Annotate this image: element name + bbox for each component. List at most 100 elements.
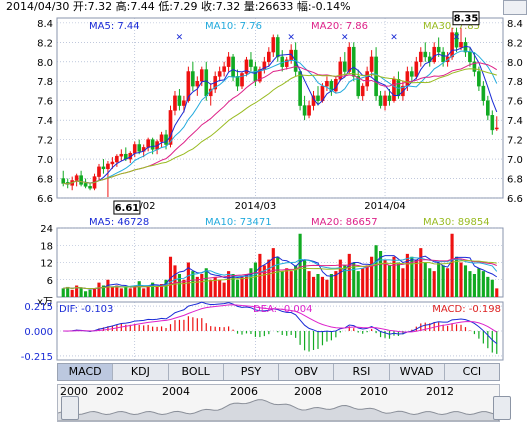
candle-body: [97, 166, 101, 177]
volume-y-tick-label: 6: [47, 276, 53, 287]
volume-bar: [356, 271, 360, 297]
candle-body: [106, 163, 110, 170]
candle-body: [316, 95, 320, 101]
volume-bar: [151, 282, 155, 297]
tab-psy[interactable]: PSY: [224, 364, 279, 380]
volume-bar: [209, 279, 213, 297]
volume-bar: [387, 265, 392, 297]
volume-bar: [285, 268, 289, 297]
navigator-year-label: 2012: [426, 385, 454, 398]
candle-body: [432, 46, 437, 63]
candle-body: [450, 32, 454, 58]
volume-bar: [200, 274, 204, 297]
candle-body: [177, 95, 182, 106]
volume-bar: [392, 256, 396, 297]
y-tick-label-right: 7.8: [507, 77, 523, 88]
volume-bar: [79, 288, 83, 297]
event-marker-icon: ✕: [176, 33, 184, 43]
x-tick-label: 2014/03: [235, 201, 277, 212]
y-tick-label-right: 6.6: [507, 194, 523, 205]
volume-bar: [410, 256, 414, 297]
volume-y-tick-label: 24: [40, 224, 53, 235]
candle-body: [88, 186, 92, 189]
volume-bar: [289, 271, 293, 297]
price-annotation-label: 6.61: [115, 203, 140, 214]
price-ma5-label: MA5: 7.44: [89, 21, 140, 32]
price-annotation-box: [452, 11, 480, 26]
price-ma10-label: MA10: 7.76: [205, 21, 262, 32]
tab-obv[interactable]: OBV: [279, 364, 335, 380]
candle-body: [356, 76, 361, 97]
volume-bar: [84, 291, 88, 297]
candle-body: [436, 46, 441, 53]
volume-bar: [280, 271, 284, 297]
volume-bar: [468, 271, 472, 297]
candle-body: [110, 161, 115, 165]
quote-date: 2014/04/30: [6, 0, 70, 13]
volume-bar: [414, 259, 418, 297]
side-button-top[interactable]: [503, 0, 527, 15]
event-marker-icon: ✕: [341, 33, 349, 43]
quote-change: 幅:-0.14%: [296, 0, 351, 13]
volume-bar: [459, 262, 463, 297]
volume-ma30-label: MA30: 89854: [423, 217, 490, 228]
candle-body: [472, 61, 477, 72]
volume-bar: [75, 285, 79, 297]
tab-boll[interactable]: BOLL: [169, 364, 224, 380]
macd-value-label: MACD: -0.198: [432, 304, 501, 315]
navigator-left-handle[interactable]: [61, 396, 79, 420]
macd-dif-label: DIF: -0.103: [59, 304, 113, 315]
timeline-navigator[interactable]: 2000 2002 2004 2006 2008 2010 2012: [57, 384, 500, 422]
volume-bar: [182, 279, 186, 297]
tab-kdj[interactable]: KDJ: [113, 364, 169, 380]
candle-body: [410, 71, 414, 77]
navigator-history-line: [58, 399, 499, 421]
macd-y-tick-label: -0.215: [21, 352, 53, 362]
tab-cci[interactable]: CCI: [462, 365, 482, 378]
candle-body: [351, 46, 356, 77]
macd-y-tick-label: 0.215: [24, 302, 53, 313]
volume-bar: [92, 288, 97, 297]
volume-y-tick-label: 18: [40, 241, 53, 252]
volume-bar: [227, 271, 231, 297]
candle-body: [258, 69, 262, 82]
volume-bar: [441, 265, 445, 297]
quote-open: 开:7.32: [72, 0, 113, 13]
candle-body: [83, 183, 88, 187]
price-ma30-label: MA30: 7.85: [423, 21, 480, 32]
navigator-year-label: 2010: [360, 385, 388, 398]
volume-ma20-label: MA20: 86657: [311, 217, 378, 228]
navigator-right-handle[interactable]: [493, 396, 511, 420]
volume-bar: [155, 286, 159, 297]
candle-body: [79, 175, 83, 185]
volume-ma10-line: [63, 257, 498, 290]
candle-body: [146, 139, 150, 148]
candle-body: [267, 51, 271, 63]
candle-body: [418, 51, 423, 63]
y-tick-label-right: 7.2: [507, 136, 523, 147]
candle-body: [150, 139, 155, 150]
volume-bar: [244, 274, 249, 297]
tab-rsi[interactable]: RSI: [334, 364, 390, 380]
volume-bar: [446, 268, 450, 297]
volume-bar: [142, 288, 146, 297]
y-tick-label-right: 6.8: [507, 175, 523, 186]
candle-body: [137, 144, 142, 152]
volume-bar: [164, 279, 168, 297]
y-tick-label: 7.6: [37, 97, 53, 108]
volume-bar: [70, 289, 74, 297]
volume-bar: [396, 262, 401, 297]
volume-bar: [432, 271, 436, 297]
price-ma10-line: [63, 50, 498, 185]
volume-bar: [378, 251, 383, 297]
tab-wvad[interactable]: WVAD: [390, 364, 445, 380]
candle-body: [365, 71, 369, 87]
tab-macd[interactable]: MACD: [58, 364, 114, 380]
y-tick-label-right: 8.4: [507, 19, 523, 30]
candle-body: [217, 71, 222, 77]
event-marker-icon: ✕: [390, 33, 398, 43]
candle-body: [195, 80, 200, 87]
volume-bar: [101, 285, 106, 297]
volume-bar: [106, 279, 110, 297]
volume-bar: [159, 284, 164, 297]
